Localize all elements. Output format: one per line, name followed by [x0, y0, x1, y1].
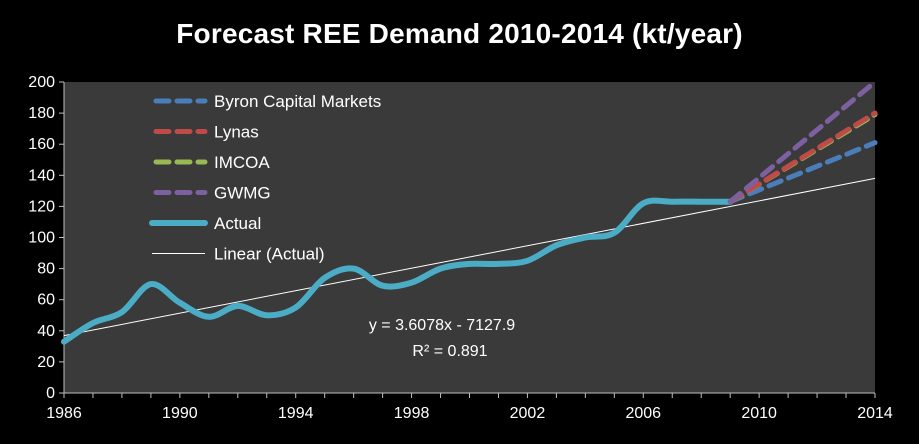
- x-tick-label: 2006: [625, 405, 661, 422]
- legend-item-linear: Linear (Actual): [152, 245, 325, 264]
- x-tick-label: 1990: [162, 405, 198, 422]
- y-tick-label: 0: [46, 385, 55, 402]
- trendline-r-squared: R² = 0.891: [412, 343, 487, 360]
- legend-item-actual: Actual: [149, 214, 261, 233]
- x-tick-label: 2002: [510, 405, 546, 422]
- lynas-series-line: [727, 110, 878, 205]
- y-tick-label: 60: [37, 292, 55, 309]
- y-tick-label: 40: [37, 323, 55, 340]
- legend-label: Actual: [214, 214, 261, 233]
- x-tick-label: 1986: [46, 405, 82, 422]
- y-tick-label: 20: [37, 354, 55, 371]
- y-axis: 0 20 40 60 80 100 120 140 160 180 200: [28, 74, 65, 402]
- x-tick-label: 2014: [857, 405, 893, 422]
- legend-label: Lynas: [214, 123, 259, 142]
- trendline-equation: y = 3.6078x - 7127.9: [369, 317, 515, 334]
- legend-label: GWMG: [214, 184, 271, 203]
- legend-label: Linear (Actual): [214, 245, 325, 264]
- legend: Byron Capital Markets Lynas IMCOA GWMG Actua…: [149, 92, 381, 264]
- legend-label: IMCOA: [214, 153, 270, 172]
- x-tick-label: 2010: [741, 405, 777, 422]
- x-tick-label: 1998: [394, 405, 430, 422]
- y-tick-label: 200: [28, 74, 55, 91]
- series-layer: [61, 79, 878, 345]
- y-tick-label: 120: [28, 198, 55, 215]
- x-tick-label: 1994: [278, 405, 314, 422]
- legend-item-imcoa: IMCOA: [153, 153, 270, 172]
- legend-item-lynas: Lynas: [153, 123, 259, 142]
- y-tick-label: 80: [37, 261, 55, 278]
- byron-series-line: [727, 140, 878, 205]
- legend-item-gwmg: GWMG: [153, 184, 271, 203]
- y-tick-label: 100: [28, 230, 55, 247]
- x-axis: 1986 1990 1994 1998 2002 2006 2010 2014: [46, 392, 893, 422]
- legend-label: Byron Capital Markets: [214, 92, 381, 111]
- actual-series-line: [61, 197, 734, 345]
- legend-item-byron: Byron Capital Markets: [153, 92, 381, 111]
- y-tick-label: 160: [28, 136, 55, 153]
- linear-trend-line: [63, 177, 876, 337]
- chart-title: Forecast REE Demand 2010-2014 (kt/year): [176, 18, 743, 49]
- gwmg-series-line: [727, 79, 878, 205]
- y-tick-label: 140: [28, 167, 55, 184]
- y-tick-label: 180: [28, 105, 55, 122]
